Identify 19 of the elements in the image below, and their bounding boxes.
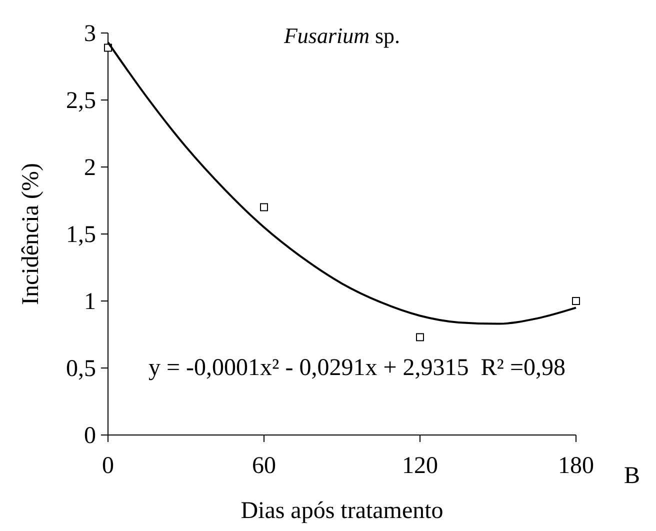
x-tick-label: 0 <box>102 453 114 479</box>
y-tick-label: 0 <box>84 423 96 449</box>
y-tick-label: 2 <box>84 155 96 181</box>
point <box>416 333 424 342</box>
text: B <box>624 463 640 489</box>
y-tick-label: 0,5 <box>66 356 96 382</box>
point <box>260 203 268 212</box>
y-tick-label: 1 <box>84 289 96 315</box>
y-tick-label: 2,5 <box>66 88 96 114</box>
x-tick-label: 60 <box>252 453 276 479</box>
y-axis-title: Incidência (%) <box>18 163 44 305</box>
x-tick-label: 180 <box>558 453 594 479</box>
x-axis-title: Dias após tratamento <box>240 498 444 524</box>
annotation: y = -0,0001x² - 0,0291x + 2,9315 R² =0,98 <box>148 355 566 381</box>
point <box>572 297 580 305</box>
y-tick-label: 1,5 <box>66 222 96 248</box>
chart-title: Fusarium sp. <box>282 23 400 48</box>
y-tick-label: 3 <box>84 21 96 47</box>
x-tick-label: 120 <box>402 453 438 479</box>
